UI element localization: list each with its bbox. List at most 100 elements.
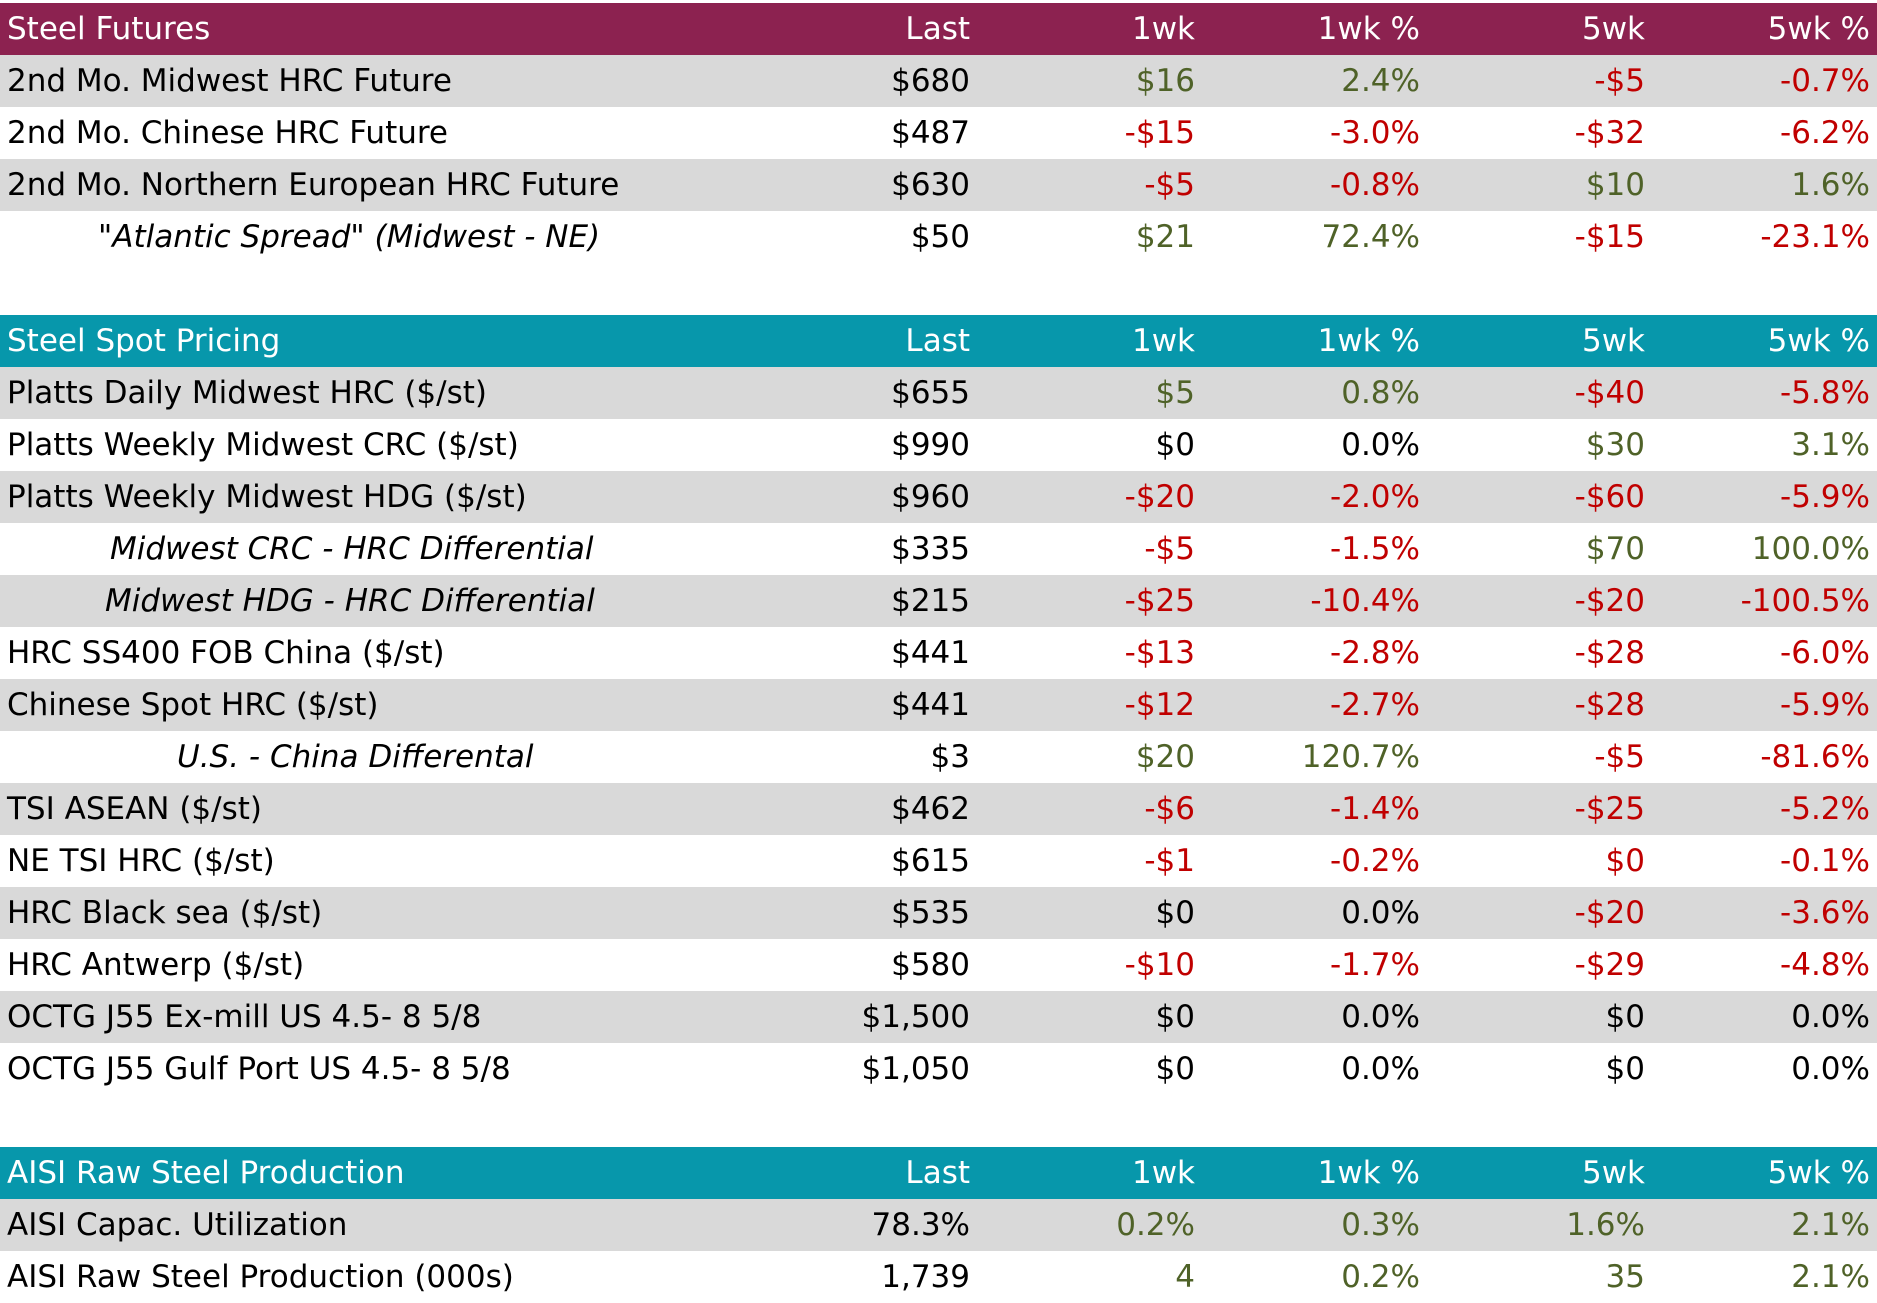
- cell-last: $615: [891, 843, 970, 879]
- cell-5wk: -4.8%: [1780, 947, 1870, 983]
- row-label: AISI Capac. Utilization: [7, 1207, 348, 1243]
- table-row: HRC Black sea ($/st) $535 $0 0.0% -$20 -3.6%: [0, 887, 1877, 939]
- column-header: 5wk: [1581, 1155, 1645, 1191]
- table-row: U.S. - China Differental $3 $20 120.7% -$5 -8…: [0, 731, 1877, 783]
- cell-1wk: $0: [1155, 1051, 1195, 1087]
- cell-last: 1,739: [881, 1259, 970, 1295]
- table-row: HRC Antwerp ($/st) $580 -$10 -1.7% -$29 -4.8%: [0, 939, 1877, 991]
- cell-5wk: -$15: [1574, 219, 1645, 255]
- cell-1wk: -1.5%: [1330, 531, 1420, 567]
- row-label: Platts Weekly Midwest HDG ($/st): [7, 479, 527, 515]
- cell-last: $580: [891, 947, 970, 983]
- cell-1wk: -0.2%: [1330, 843, 1420, 879]
- cell-5wk: 0.0%: [1791, 999, 1870, 1035]
- cell-5wk: -5.9%: [1780, 479, 1870, 515]
- cell-1wk: $21: [1135, 219, 1195, 255]
- cell-last: $335: [891, 531, 970, 567]
- cell-last: $680: [891, 63, 970, 99]
- section-title: Steel Spot Pricing: [7, 323, 281, 359]
- cell-1wk: 2.4%: [1341, 63, 1420, 99]
- table-row: 2nd Mo. Chinese HRC Future $487 -$15 -3.0% -…: [0, 107, 1877, 159]
- column-header: Last: [905, 1155, 970, 1191]
- section-title: AISI Raw Steel Production: [7, 1155, 405, 1191]
- cell-5wk: $0: [1605, 1051, 1645, 1087]
- cell-last: $960: [891, 479, 970, 515]
- column-header: 5wk: [1581, 11, 1645, 47]
- cell-last: $1,500: [861, 999, 970, 1035]
- row-label: OCTG J55 Gulf Port US 4.5- 8 5/8: [7, 1051, 511, 1087]
- column-header: 5wk: [1581, 323, 1645, 359]
- cell-last: $462: [891, 791, 970, 827]
- cell-last: $487: [891, 115, 970, 151]
- cell-1wk: 0.2%: [1341, 1259, 1420, 1295]
- cell-last: 78.3%: [871, 1207, 970, 1243]
- column-header: 5wk %: [1767, 323, 1870, 359]
- column-header: 1wk: [1131, 11, 1195, 47]
- cell-1wk: 0.0%: [1341, 895, 1420, 931]
- cell-last: $990: [891, 427, 970, 463]
- cell-1wk: -$10: [1124, 947, 1195, 983]
- cell-1wk: -0.8%: [1330, 167, 1420, 203]
- cell-5wk: -6.2%: [1780, 115, 1870, 151]
- row-label: AISI Raw Steel Production (000s): [7, 1259, 514, 1295]
- cell-1wk: $0: [1155, 999, 1195, 1035]
- cell-1wk: -$6: [1144, 791, 1195, 827]
- row-label: Midwest CRC - HRC Differential: [110, 531, 594, 567]
- cell-5wk: -0.1%: [1780, 843, 1870, 879]
- cell-last: $3: [930, 739, 970, 775]
- cell-1wk: $0: [1155, 427, 1195, 463]
- cell-1wk: -$5: [1144, 531, 1195, 567]
- cell-1wk: $5: [1155, 375, 1195, 411]
- column-header: 1wk: [1131, 323, 1195, 359]
- row-label: NE TSI HRC ($/st): [7, 843, 275, 879]
- cell-1wk: -1.7%: [1330, 947, 1420, 983]
- cell-1wk: -3.0%: [1330, 115, 1420, 151]
- table-row: "Atlantic Spread" (Midwest - NE) $50 $21 72…: [0, 211, 1877, 263]
- table-row: Platts Daily Midwest HRC ($/st) $655 $5 0.8…: [0, 367, 1877, 419]
- cell-5wk: -$28: [1574, 635, 1645, 671]
- cell-5wk: 1.6%: [1791, 167, 1870, 203]
- cell-last: $1,050: [861, 1051, 970, 1087]
- table-row: Midwest CRC - HRC Differential $335 -$5 -1.…: [0, 523, 1877, 575]
- row-label: 2nd Mo. Northern European HRC Future: [7, 167, 620, 203]
- column-header: 1wk %: [1317, 323, 1420, 359]
- table-row: Platts Weekly Midwest HDG ($/st) $960 -$20…: [0, 471, 1877, 523]
- row-label: U.S. - China Differental: [177, 739, 534, 775]
- cell-5wk: -$28: [1574, 687, 1645, 723]
- cell-5wk: -$5: [1594, 63, 1645, 99]
- cell-1wk: -2.7%: [1330, 687, 1420, 723]
- table-row: 2nd Mo. Northern European HRC Future $630…: [0, 159, 1877, 211]
- cell-5wk: -$32: [1574, 115, 1645, 151]
- cell-5wk: -$5: [1594, 739, 1645, 775]
- cell-5wk: 2.1%: [1791, 1207, 1870, 1243]
- row-label: Midwest HDG - HRC Differential: [105, 583, 595, 619]
- cell-5wk: 3.1%: [1791, 427, 1870, 463]
- section-title: Steel Futures: [7, 11, 211, 47]
- row-label: 2nd Mo. Chinese HRC Future: [7, 115, 449, 151]
- cell-1wk: -$5: [1144, 167, 1195, 203]
- row-label: HRC Antwerp ($/st): [7, 947, 305, 983]
- row-label: "Atlantic Spread" (Midwest - NE): [98, 219, 601, 255]
- cell-1wk: -$12: [1124, 687, 1195, 723]
- table-row: Chinese Spot HRC ($/st) $441 -$12 -2.7% -$28…: [0, 679, 1877, 731]
- row-label: OCTG J55 Ex-mill US 4.5- 8 5/8: [7, 999, 482, 1035]
- cell-1wk: -$25: [1124, 583, 1195, 619]
- cell-5wk: 35: [1605, 1259, 1645, 1295]
- row-label: Platts Daily Midwest HRC ($/st): [7, 375, 488, 411]
- cell-1wk: -$20: [1124, 479, 1195, 515]
- cell-1wk: 0.0%: [1341, 1051, 1420, 1087]
- cell-1wk: -$1: [1144, 843, 1195, 879]
- row-label: HRC Black sea ($/st): [7, 895, 323, 931]
- table-row: 2nd Mo. Midwest HRC Future $680 $16 2.4% -$5…: [0, 55, 1877, 107]
- cell-5wk: -5.8%: [1780, 375, 1870, 411]
- cell-1wk: $20: [1135, 739, 1195, 775]
- cell-1wk: -10.4%: [1310, 583, 1420, 619]
- table-row: TSI ASEAN ($/st) $462 -$6 -1.4% -$25 -5.2%: [0, 783, 1877, 835]
- cell-1wk: 0.0%: [1341, 427, 1420, 463]
- cell-5wk: $10: [1585, 167, 1645, 203]
- cell-5wk: -81.6%: [1760, 739, 1870, 775]
- section-header: AISI Raw Steel Production Last 1wk 1wk % 5wk…: [0, 1147, 1877, 1199]
- cell-1wk: -1.4%: [1330, 791, 1420, 827]
- column-header: 1wk: [1131, 1155, 1195, 1191]
- cell-last: $535: [891, 895, 970, 931]
